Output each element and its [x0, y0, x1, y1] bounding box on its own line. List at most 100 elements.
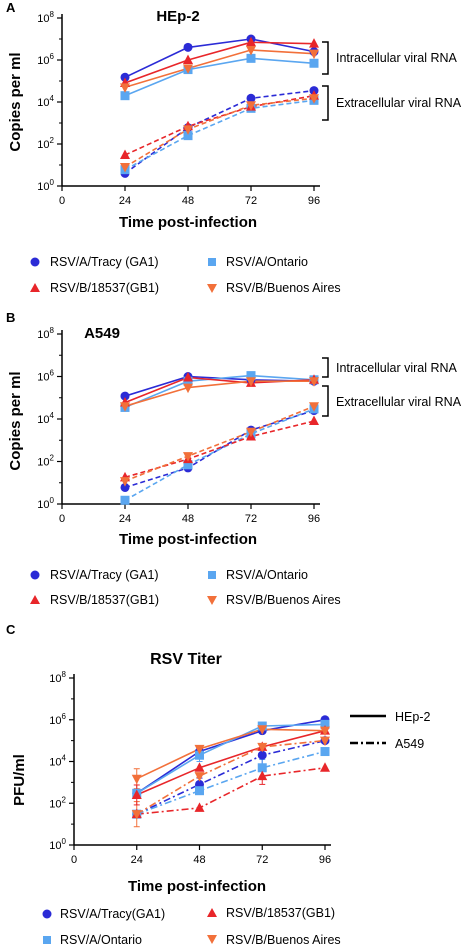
legend-c-item-ontario: RSV/A/Ontario — [43, 933, 142, 947]
legend-marker-circle — [42, 909, 52, 919]
panel-a-point-rsv-b-18537-gb1 — [246, 36, 256, 47]
legend-marker-triangle-down — [207, 596, 217, 605]
legend-a-label-ontario: RSV/A/Ontario — [226, 255, 308, 269]
panel-a-point-rsv-b-buenos-aires — [120, 83, 130, 93]
panel-b-point-rsv-a-tracy-ga1 — [120, 391, 130, 401]
panel-a-point-rsv-b-buenos-aires — [246, 101, 256, 111]
panel-b-line-rsv-a-tracy-ga1-extracellular-viral-rna — [124, 409, 315, 489]
panel-c-point-rsv-b-18537-gb1 — [257, 770, 268, 781]
panel-c-y-tick-label: 106 — [49, 712, 66, 727]
panel-a-y-tick-label: 104 — [37, 94, 54, 109]
legend-a-item-gb1: RSV/B/18537(GB1) — [30, 281, 159, 295]
panel-c-point-rsv-a-ontario — [195, 786, 204, 796]
panel-c-ticks: 100 102 104 106 108 0 24 48 72 96 — [49, 670, 331, 866]
panel-b-point-rsv-b-buenos-aires — [309, 377, 319, 387]
panel-a-line-rsv-a-ontario-intracellular-viral-rna — [124, 57, 315, 97]
panel-c-point-rsv-b-18537-gb1 — [194, 762, 205, 772]
panel-c-y-tick-label: 102 — [49, 795, 66, 810]
panel-c-line-rsv-a-ontario-hep-2 — [136, 723, 326, 794]
legend-b-label-ontario: RSV/A/Ontario — [226, 568, 308, 582]
legend-a-label-tracy: RSV/A/Tracy (GA1) — [50, 255, 159, 269]
panel-a-point-rsv-a-ontario — [183, 131, 193, 141]
panel-b-ticks: 100 102 104 106 108 0 24 48 72 96 — [37, 326, 320, 525]
panel-b-point-rsv-b-18537-gb1 — [309, 415, 319, 426]
legend-marker-triangle-down — [207, 284, 217, 293]
panel-c-line-rsv-b-18537-gb1-a549 — [136, 767, 326, 815]
legend-c-item-gb1: RSV/B/18537(GB1) — [207, 906, 335, 920]
legend-c-label-tracy: RSV/A/Tracy(GA1) — [60, 907, 165, 921]
panel-c-line-style-legend: HEp-2 A549 — [350, 710, 430, 751]
panel-b-point-rsv-b-buenos-aires — [183, 452, 193, 462]
panel-a-series-lines — [124, 38, 315, 175]
legend-marker-square — [208, 258, 216, 266]
panel-b-point-rsv-b-buenos-aires — [246, 377, 256, 387]
panel-a-y-tick-label: 102 — [37, 136, 54, 151]
legend-marker-circle — [30, 570, 40, 580]
legend-a-label-gb1: RSV/B/18537(GB1) — [50, 281, 159, 295]
panel-c-line-rsv-b-18537-gb1-hep-2 — [136, 729, 326, 796]
panel-b-annotation-intracellular: Intracellular viral RNA — [322, 357, 458, 378]
panel-a-annotation-extracellular: Extracellular viral RNA — [322, 85, 462, 121]
panel-b-point-rsv-b-buenos-aires — [246, 427, 256, 438]
line-style-a549-label: A549 — [395, 737, 424, 751]
panel-b-point-rsv-a-ontario — [183, 460, 193, 470]
panel-c-axes — [69, 674, 331, 850]
legend-marker-triangle-up — [30, 595, 40, 604]
panel-c-point-rsv-a-ontario — [320, 719, 330, 729]
panel-c-x-tick-label: 72 — [256, 854, 268, 866]
panel-c: C RSV Titer PFU/ml Time post-infection 1… — [6, 622, 430, 895]
panel-b-points — [120, 371, 319, 505]
legend-marker-circle — [30, 257, 40, 267]
panel-c-line-rsv-b-buenos-aires-hep-2 — [136, 728, 326, 780]
panel-b-title: A549 — [84, 325, 120, 342]
panel-a-point-rsv-b-buenos-aires — [309, 94, 319, 104]
line-style-hep2-label: HEp-2 — [395, 710, 430, 724]
panel-a-point-rsv-a-tracy-ga1 — [183, 42, 193, 52]
panel-a-letter: A — [6, 0, 16, 15]
legend-b-item-ontario: RSV/A/Ontario — [208, 568, 308, 582]
panel-a-line-rsv-b-buenos-aires-intracellular-viral-rna — [124, 49, 315, 89]
panel-c-line-rsv-a-tracy-ga1-a549 — [136, 739, 326, 815]
legend-c: RSV/A/Tracy(GA1) RSV/B/18537(GB1) RSV/A/… — [42, 906, 341, 947]
panel-b-line-rsv-a-ontario-extracellular-viral-rna — [124, 408, 315, 501]
panel-a-point-rsv-a-ontario — [309, 58, 319, 68]
legend-b-label-ba: RSV/B/Buenos Aires — [226, 593, 341, 607]
panel-b-intracellular-label: Intracellular viral RNA — [336, 361, 458, 375]
panel-c-xlabel: Time post-infection — [128, 878, 266, 895]
panel-a-line-rsv-b-18537-gb1-extracellular-viral-rna — [124, 94, 315, 156]
panel-b-point-rsv-a-ontario — [246, 371, 256, 381]
panel-a-x-tick-label: 24 — [119, 195, 131, 207]
panel-a-extracellular-label: Extracellular viral RNA — [336, 96, 462, 110]
panel-c-point-rsv-b-buenos-aires — [131, 774, 142, 785]
panel-b-y-tick-label: 100 — [37, 496, 54, 511]
legend-marker-triangle-up — [30, 283, 40, 292]
legend-a-item-tracy: RSV/A/Tracy (GA1) — [30, 255, 159, 269]
panel-c-x-tick-label: 24 — [131, 854, 143, 866]
panel-a-x-tick-label: 72 — [245, 195, 257, 207]
panel-c-x-tick-label: 48 — [193, 854, 205, 866]
legend-marker-square — [43, 936, 51, 944]
panel-b-x-tick-label: 72 — [245, 513, 257, 525]
panel-a-line-rsv-a-tracy-ga1-intracellular-viral-rna — [124, 38, 315, 79]
panel-a-point-rsv-b-buenos-aires — [246, 45, 256, 56]
panel-c-point-rsv-b-buenos-aires — [194, 772, 205, 782]
panel-a-line-rsv-a-ontario-extracellular-viral-rna — [124, 99, 315, 171]
legend-c-label-ontario: RSV/A/Ontario — [60, 933, 142, 947]
panel-a-y-tick-label: 108 — [37, 10, 54, 25]
panel-a-line-rsv-b-buenos-aires-extracellular-viral-rna — [124, 97, 315, 168]
legend-a-item-ontario: RSV/A/Ontario — [208, 255, 308, 269]
legend-a-item-ba: RSV/B/Buenos Aires — [207, 281, 341, 295]
panel-b-point-rsv-b-buenos-aires — [120, 477, 130, 487]
panel-a-axes — [57, 14, 320, 191]
legend-a: RSV/A/Tracy (GA1) RSV/A/Ontario RSV/B/18… — [30, 255, 341, 295]
legend-b-item-tracy: RSV/A/Tracy (GA1) — [30, 568, 159, 582]
panel-b-ylabel: Copies per ml — [7, 371, 24, 470]
panel-c-point-rsv-a-tracy-ga1 — [257, 750, 267, 760]
panel-c-y-tick-label: 108 — [49, 670, 66, 685]
panel-a-point-rsv-a-ontario — [120, 91, 130, 101]
panel-c-series-lines — [136, 719, 326, 815]
panel-c-y-tick-label: 100 — [49, 837, 66, 852]
legend-b-label-gb1: RSV/B/18537(GB1) — [50, 593, 159, 607]
panel-a-point-rsv-b-18537-gb1 — [309, 38, 319, 48]
